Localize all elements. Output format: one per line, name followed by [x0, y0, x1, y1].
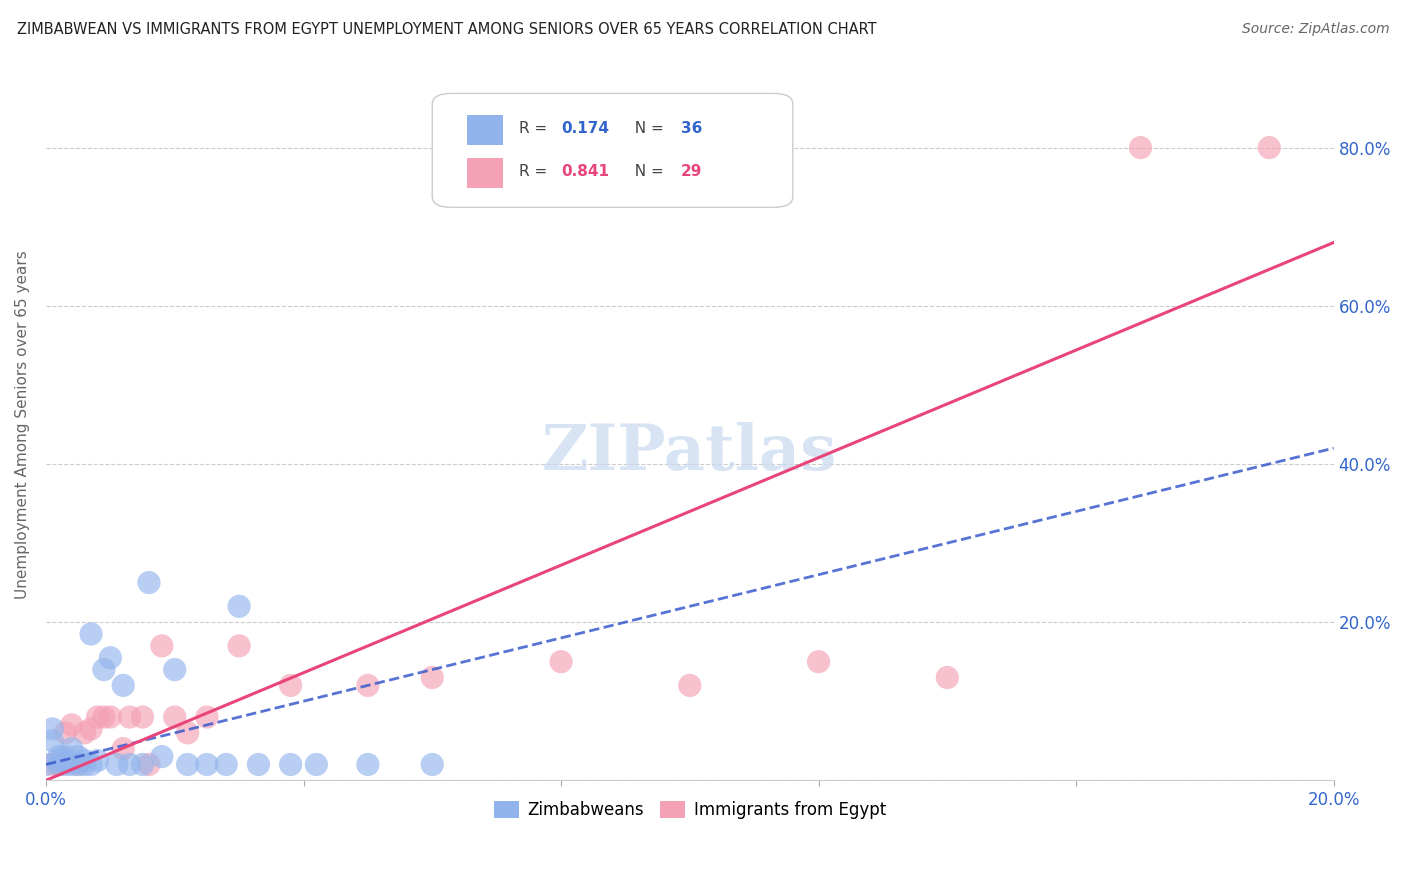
Point: [35, 757, 58, 772]
Point: [138, 757, 160, 772]
Point: [176, 757, 198, 772]
Text: 0.841: 0.841: [561, 164, 609, 179]
Point: [357, 757, 380, 772]
Point: [195, 757, 218, 772]
Point: [41, 722, 63, 736]
Point: [80, 757, 103, 772]
Point: [228, 599, 250, 614]
Point: [105, 757, 128, 772]
Point: [67, 749, 90, 764]
Point: [420, 757, 443, 772]
Point: [67, 757, 90, 772]
Point: [936, 671, 959, 685]
Point: [1129, 140, 1152, 154]
Point: [41, 757, 63, 772]
Text: N =: N =: [626, 164, 669, 179]
Point: [138, 575, 160, 590]
Point: [93, 663, 115, 677]
Point: [80, 627, 103, 641]
Point: [112, 678, 135, 692]
Point: [80, 722, 103, 736]
Point: [131, 757, 153, 772]
Point: [86, 710, 108, 724]
Point: [228, 639, 250, 653]
Y-axis label: Unemployment Among Seniors over 65 years: Unemployment Among Seniors over 65 years: [15, 250, 30, 599]
Point: [614, 140, 637, 154]
Legend: Zimbabweans, Immigrants from Egypt: Zimbabweans, Immigrants from Egypt: [486, 794, 893, 825]
Text: 36: 36: [681, 120, 702, 136]
Point: [550, 655, 572, 669]
Point: [48, 757, 70, 772]
Point: [60, 718, 83, 732]
Point: [357, 678, 380, 692]
Point: [67, 757, 90, 772]
Point: [53, 749, 76, 764]
Point: [60, 741, 83, 756]
Point: [53, 726, 76, 740]
Point: [98, 710, 121, 724]
FancyBboxPatch shape: [467, 158, 503, 188]
Point: [48, 757, 70, 772]
Point: [163, 710, 186, 724]
FancyBboxPatch shape: [432, 94, 793, 207]
Point: [73, 754, 96, 768]
Point: [48, 754, 70, 768]
Point: [41, 733, 63, 747]
Point: [48, 749, 70, 764]
Point: [150, 749, 173, 764]
Text: 0.174: 0.174: [561, 120, 609, 136]
Point: [420, 671, 443, 685]
Point: [163, 663, 186, 677]
Point: [53, 757, 76, 772]
Point: [1258, 140, 1281, 154]
Point: [86, 754, 108, 768]
Text: Source: ZipAtlas.com: Source: ZipAtlas.com: [1241, 22, 1389, 37]
Point: [93, 710, 115, 724]
Point: [131, 710, 153, 724]
Point: [112, 741, 135, 756]
Point: [215, 757, 238, 772]
Text: R =: R =: [519, 164, 551, 179]
Point: [679, 678, 702, 692]
Point: [150, 639, 173, 653]
Text: ZIMBABWEAN VS IMMIGRANTS FROM EGYPT UNEMPLOYMENT AMONG SENIORS OVER 65 YEARS COR: ZIMBABWEAN VS IMMIGRANTS FROM EGYPT UNEM…: [17, 22, 876, 37]
Point: [98, 650, 121, 665]
Point: [53, 754, 76, 768]
FancyBboxPatch shape: [467, 115, 503, 145]
Point: [176, 726, 198, 740]
Point: [118, 757, 141, 772]
Text: R =: R =: [519, 120, 551, 136]
Text: N =: N =: [626, 120, 669, 136]
Point: [280, 757, 302, 772]
Point: [118, 710, 141, 724]
Point: [195, 710, 218, 724]
Point: [60, 757, 83, 772]
Point: [73, 757, 96, 772]
Text: ZIPatlas: ZIPatlas: [543, 423, 838, 483]
Point: [807, 655, 830, 669]
Point: [280, 678, 302, 692]
Point: [247, 757, 270, 772]
Text: 29: 29: [681, 164, 702, 179]
Point: [305, 757, 328, 772]
Point: [73, 726, 96, 740]
